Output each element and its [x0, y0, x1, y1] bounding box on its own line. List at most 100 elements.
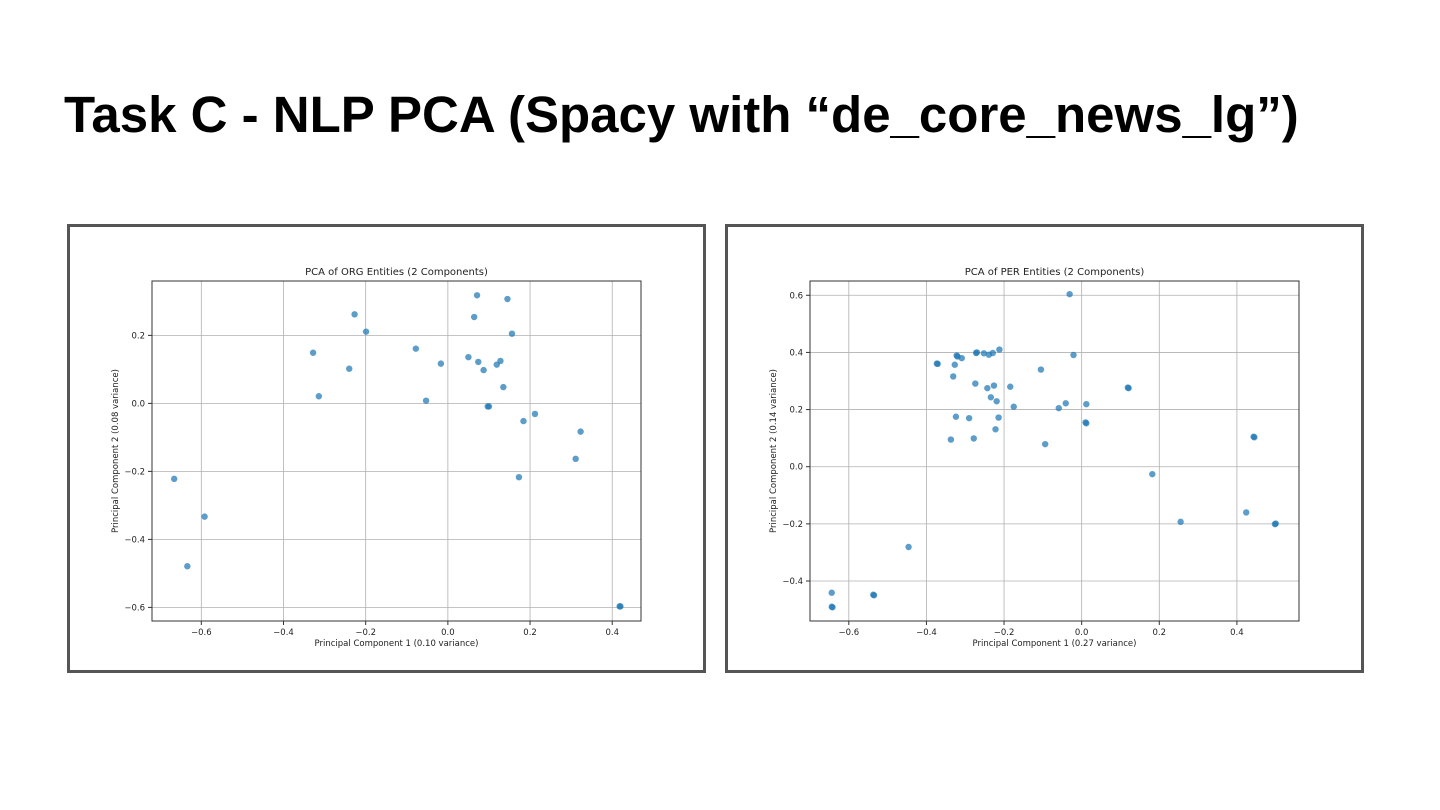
per-pca-chart-frame: PCA of PER Entities (2 Components) −0.6 −0… [725, 224, 1364, 673]
per-data-point [996, 346, 1003, 353]
org-data-point [515, 473, 523, 481]
org-data-point [500, 383, 507, 391]
per-y-tick-label: 0.6 [789, 291, 803, 301]
org-data-points [170, 292, 624, 610]
slide-title: Task C - NLP PCA (Spacy with “de_core_ne… [64, 86, 1299, 143]
org-data-point [520, 417, 527, 425]
org-data-point [201, 513, 208, 520]
org-data-point [346, 365, 353, 372]
org-x-tick-label: −0.2 [355, 628, 376, 638]
org-data-point [572, 455, 579, 463]
per-data-point [1177, 518, 1184, 526]
per-data-point [1010, 403, 1017, 410]
per-x-tick-label: 0.0 [1075, 628, 1089, 638]
per-data-point [1062, 400, 1069, 407]
per-data-point [1055, 404, 1062, 412]
per-data-point [989, 349, 996, 357]
org-data-point [480, 366, 487, 374]
per-data-point [970, 435, 977, 442]
per-x-axis-label: Principal Component 1 (0.27 variance) [973, 639, 1137, 649]
per-data-point [870, 592, 878, 599]
org-data-point [184, 563, 191, 570]
per-data-point [1251, 434, 1258, 441]
per-data-point [950, 373, 957, 380]
per-data-point [1149, 470, 1156, 478]
per-data-point [984, 384, 991, 392]
per-chart-title: PCA of PER Entities (2 Components) [965, 267, 1145, 278]
org-data-point [577, 428, 584, 435]
per-data-point [905, 543, 912, 551]
per-x-tick-label: 0.4 [1230, 628, 1244, 638]
per-y-tick-label: 0.0 [789, 463, 803, 473]
org-data-point [470, 313, 478, 321]
org-data-point [617, 603, 624, 610]
org-data-point [504, 295, 511, 303]
per-data-point [952, 413, 960, 420]
per-pca-scatter-chart: PCA of PER Entities (2 Components) −0.6 −0… [769, 267, 1300, 649]
per-y-tick-label: 0.2 [789, 406, 803, 416]
per-data-point [958, 354, 965, 362]
org-x-tick-label: 0.0 [441, 628, 455, 638]
per-data-point [829, 604, 836, 611]
per-data-point [1007, 383, 1014, 390]
per-y-tick-label: −0.4 [782, 577, 803, 587]
per-data-point [1070, 351, 1077, 359]
per-data-point [973, 349, 981, 356]
per-data-points [828, 290, 1279, 611]
per-data-point [980, 350, 988, 357]
org-x-tick-label: 0.2 [523, 628, 537, 638]
per-data-point [1083, 400, 1090, 408]
org-x-tick-label: 0.4 [605, 628, 619, 638]
org-data-point [485, 403, 493, 410]
per-data-point [947, 436, 955, 443]
org-y-tick-label: 0.0 [131, 399, 145, 409]
per-data-point [992, 426, 999, 433]
org-data-point [465, 353, 472, 361]
per-axes-frame [809, 280, 1300, 622]
per-data-point [934, 360, 941, 368]
per-data-point [1066, 290, 1073, 298]
org-grid [152, 281, 641, 621]
per-x-tick-label: −0.6 [838, 628, 859, 638]
org-data-point [473, 292, 481, 299]
org-pca-chart-frame: PCA of ORG Entities (2 Components) −0.6 −0… [67, 224, 706, 673]
org-data-point [351, 311, 358, 318]
org-data-point [309, 349, 317, 356]
org-data-point [362, 328, 370, 335]
org-pca-scatter-chart: PCA of ORG Entities (2 Components) −0.6 −0… [111, 267, 642, 649]
per-x-tick-label: −0.4 [916, 628, 937, 638]
per-grid [810, 281, 1299, 621]
per-data-point [1272, 520, 1279, 527]
org-data-point [170, 475, 178, 483]
org-chart-title: PCA of ORG Entities (2 Components) [305, 267, 488, 278]
org-data-point [422, 397, 430, 404]
per-data-point [965, 414, 973, 422]
per-y-axis-label: Principal Component 2 (0.14 variance) [769, 369, 779, 533]
per-data-point [951, 361, 958, 368]
per-data-point [1037, 366, 1045, 373]
org-x-axis-label: Principal Component 1 (0.10 variance) [315, 639, 479, 649]
org-data-point [508, 330, 516, 337]
org-y-axis-label: Principal Component 2 (0.08 variance) [111, 369, 121, 533]
org-axes-frame [151, 280, 642, 622]
org-x-tick-label: −0.6 [191, 628, 212, 638]
per-y-tick-label: 0.4 [789, 348, 803, 358]
per-data-point [972, 380, 979, 387]
per-data-point [987, 394, 995, 401]
per-x-tick-label: 0.2 [1153, 628, 1167, 638]
org-y-tick-label: −0.2 [124, 467, 145, 477]
org-data-point [315, 393, 323, 400]
org-data-point [497, 357, 504, 365]
per-data-point [995, 414, 1002, 421]
org-y-tick-label: 0.2 [131, 331, 145, 341]
per-data-point [993, 398, 1000, 405]
org-y-tick-label: −0.4 [124, 535, 145, 545]
per-y-tick-label: −0.2 [782, 520, 803, 530]
per-data-point [1041, 440, 1049, 448]
org-y-tick-label: −0.6 [124, 603, 145, 613]
per-x-tick-label: −0.2 [994, 628, 1015, 638]
per-data-point [1083, 420, 1090, 427]
per-data-point [1125, 384, 1132, 392]
per-data-point [990, 382, 998, 389]
org-data-point [412, 345, 420, 352]
